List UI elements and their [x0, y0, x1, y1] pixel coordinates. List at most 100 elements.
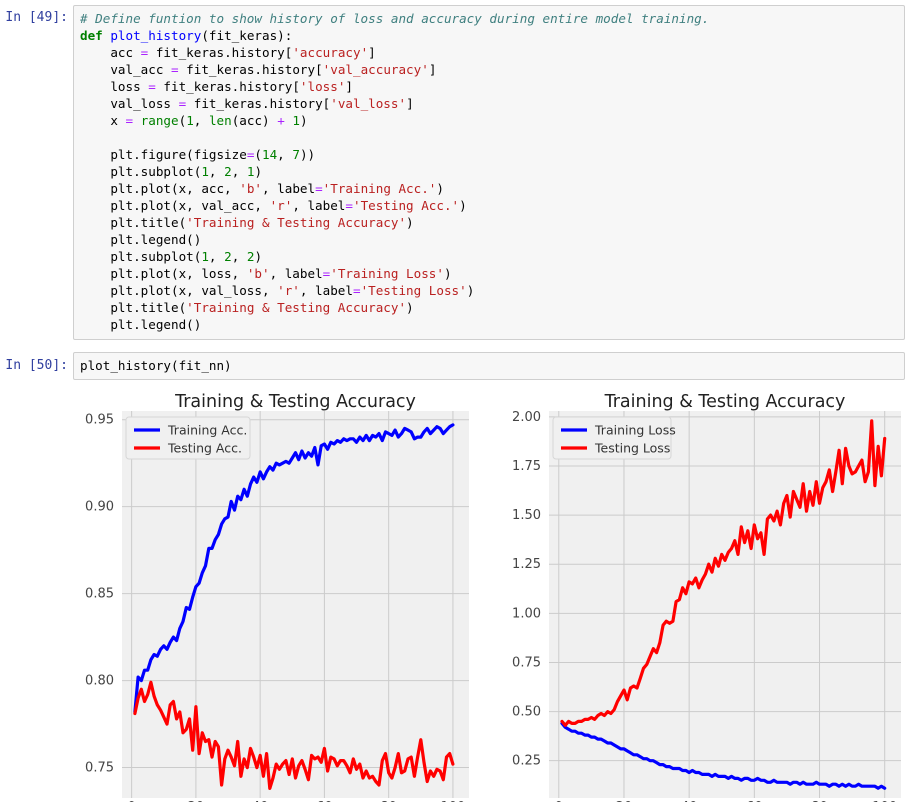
- code-token: plt.subplot(: [80, 164, 202, 179]
- legend: Training Loss Testing Loss: [552, 416, 676, 460]
- code-token: val_acc: [80, 62, 171, 77]
- series-line: [133, 680, 455, 790]
- code-line: plt.plot(x, val_acc, 'r', label='Testing…: [80, 197, 898, 214]
- code-token: ,: [193, 113, 209, 128]
- code-token: )): [299, 147, 316, 162]
- legend-label: Testing Loss: [594, 441, 670, 456]
- figure: 0204060801000.750.800.850.900.95Training…: [85, 392, 901, 806]
- code-token: len: [208, 113, 232, 128]
- series-line: [560, 721, 887, 790]
- code-token: plt.legend(): [80, 317, 202, 332]
- plot-area: [122, 411, 469, 798]
- code-token: 2: [224, 164, 232, 179]
- code-token: plt.figure(figsize: [80, 147, 247, 162]
- code-token: ): [254, 249, 263, 264]
- code-token: ): [443, 266, 452, 281]
- code-token: loss: [80, 79, 149, 94]
- code-input-area[interactable]: plot_history(fit_nn): [73, 352, 905, 380]
- code-token: +: [277, 113, 285, 128]
- code-token: 14: [262, 147, 278, 162]
- code-token: 1: [201, 164, 209, 179]
- code-line: ​: [80, 129, 898, 146]
- code-token: =: [345, 198, 353, 213]
- code-line: val_loss = fit_keras.history['val_loss']: [80, 95, 898, 112]
- code-token: 'val_accuracy': [322, 62, 429, 77]
- code-token: ): [436, 181, 444, 196]
- code-token: (: [254, 147, 262, 162]
- code-token: ): [254, 164, 263, 179]
- code-token: 'Training Loss': [330, 266, 444, 281]
- y-tick-label: 1.00: [512, 606, 541, 621]
- code-token: 'val_loss': [330, 96, 407, 111]
- code-token: 'r': [269, 198, 293, 213]
- code-token: fit_keras.history[: [186, 96, 331, 111]
- code-token: plot_history(fit_nn): [80, 358, 232, 373]
- code-token: ]: [345, 79, 353, 94]
- code-token: (: [178, 113, 187, 128]
- code-token: 'accuracy': [292, 45, 369, 60]
- code-line: plt.figure(figsize=(14, 7)): [80, 146, 898, 163]
- code-token: ]: [368, 45, 376, 60]
- y-tick-label: 0.75: [85, 761, 114, 776]
- code-token: , label: [261, 181, 316, 196]
- y-tick-label: 0.25: [512, 754, 541, 769]
- y-tick-label: 0.50: [512, 705, 541, 720]
- code-line: x = range(1, len(acc) + 1): [80, 112, 898, 129]
- code-line: plt.legend(): [80, 231, 898, 248]
- cell-output: 0204060801000.750.800.850.900.95Training…: [73, 386, 905, 806]
- code-token: (fit_keras):: [201, 28, 293, 43]
- code-token: ,: [208, 164, 225, 179]
- chart-title: Training & Testing Accuracy: [174, 392, 416, 412]
- y-tick-label: 1.25: [512, 557, 541, 572]
- code-token: plt.plot(x, loss,: [80, 266, 247, 281]
- code-token: 'Training Acc.': [322, 181, 437, 196]
- code-token: ,: [231, 249, 247, 264]
- y-tick-label: 0.80: [85, 674, 114, 689]
- code-line: plt.subplot(1, 2, 1): [80, 163, 898, 180]
- code-token: (acc): [231, 113, 278, 128]
- code-token: =: [171, 62, 179, 77]
- loss-subplot: 0204060801000.250.500.751.001.251.501.75…: [512, 392, 901, 806]
- series-line: [133, 423, 455, 714]
- code-token: val_loss: [80, 96, 179, 111]
- code-editor[interactable]: plot_history(fit_nn): [74, 353, 904, 378]
- code-token: [133, 113, 141, 128]
- code-token: fit_keras.history[: [178, 62, 323, 77]
- accuracy-subplot: 0204060801000.750.800.850.900.95Training…: [85, 392, 469, 806]
- code-token: fit_keras.history[: [148, 45, 293, 60]
- y-tick-label: 1.75: [512, 459, 541, 474]
- code-token: 1: [201, 249, 209, 264]
- y-tick-label: 0.75: [512, 655, 541, 670]
- code-line: loss = fit_keras.history['loss']: [80, 78, 898, 95]
- y-tick-label: 0.85: [85, 587, 114, 602]
- code-token: 'r': [277, 283, 300, 298]
- code-token: plot_history: [110, 28, 202, 43]
- code-line: plt.title('Training & Testing Accuracy'): [80, 214, 898, 231]
- legend-label: Training Acc.: [167, 423, 247, 438]
- code-token: 'b': [239, 181, 262, 196]
- code-input-area[interactable]: # Define funtion to show history of loss…: [73, 5, 905, 340]
- code-token: =: [178, 96, 187, 111]
- code-token: =: [352, 283, 361, 298]
- code-token: =: [322, 266, 331, 281]
- input-prompt: In [49]:: [5, 10, 68, 25]
- code-token: 'Testing Acc.': [352, 198, 460, 213]
- y-tick-label: 0.90: [85, 500, 114, 515]
- code-line: plt.plot(x, val_loss, 'r', label='Testin…: [80, 282, 898, 299]
- code-line: # Define funtion to show history of loss…: [80, 10, 898, 27]
- code-line: acc = fit_keras.history['accuracy']: [80, 44, 898, 61]
- code-token: =: [246, 147, 255, 162]
- code-token: ,: [208, 249, 225, 264]
- code-token: =: [315, 181, 323, 196]
- code-token: ): [406, 215, 414, 230]
- legend-label: Training Loss: [594, 423, 676, 438]
- legend-label: Testing Acc.: [167, 441, 242, 456]
- code-token: 'b': [246, 266, 270, 281]
- code-line: plt.title('Training & Testing Accuracy'): [80, 299, 898, 316]
- code-editor[interactable]: # Define funtion to show history of loss…: [74, 6, 904, 337]
- input-prompt: In [50]:: [5, 358, 68, 373]
- code-line: val_acc = fit_keras.history['val_accurac…: [80, 61, 898, 78]
- series-line: [560, 419, 887, 727]
- code-token: plt.legend(): [80, 232, 202, 247]
- code-token: plt.subplot(: [80, 249, 202, 264]
